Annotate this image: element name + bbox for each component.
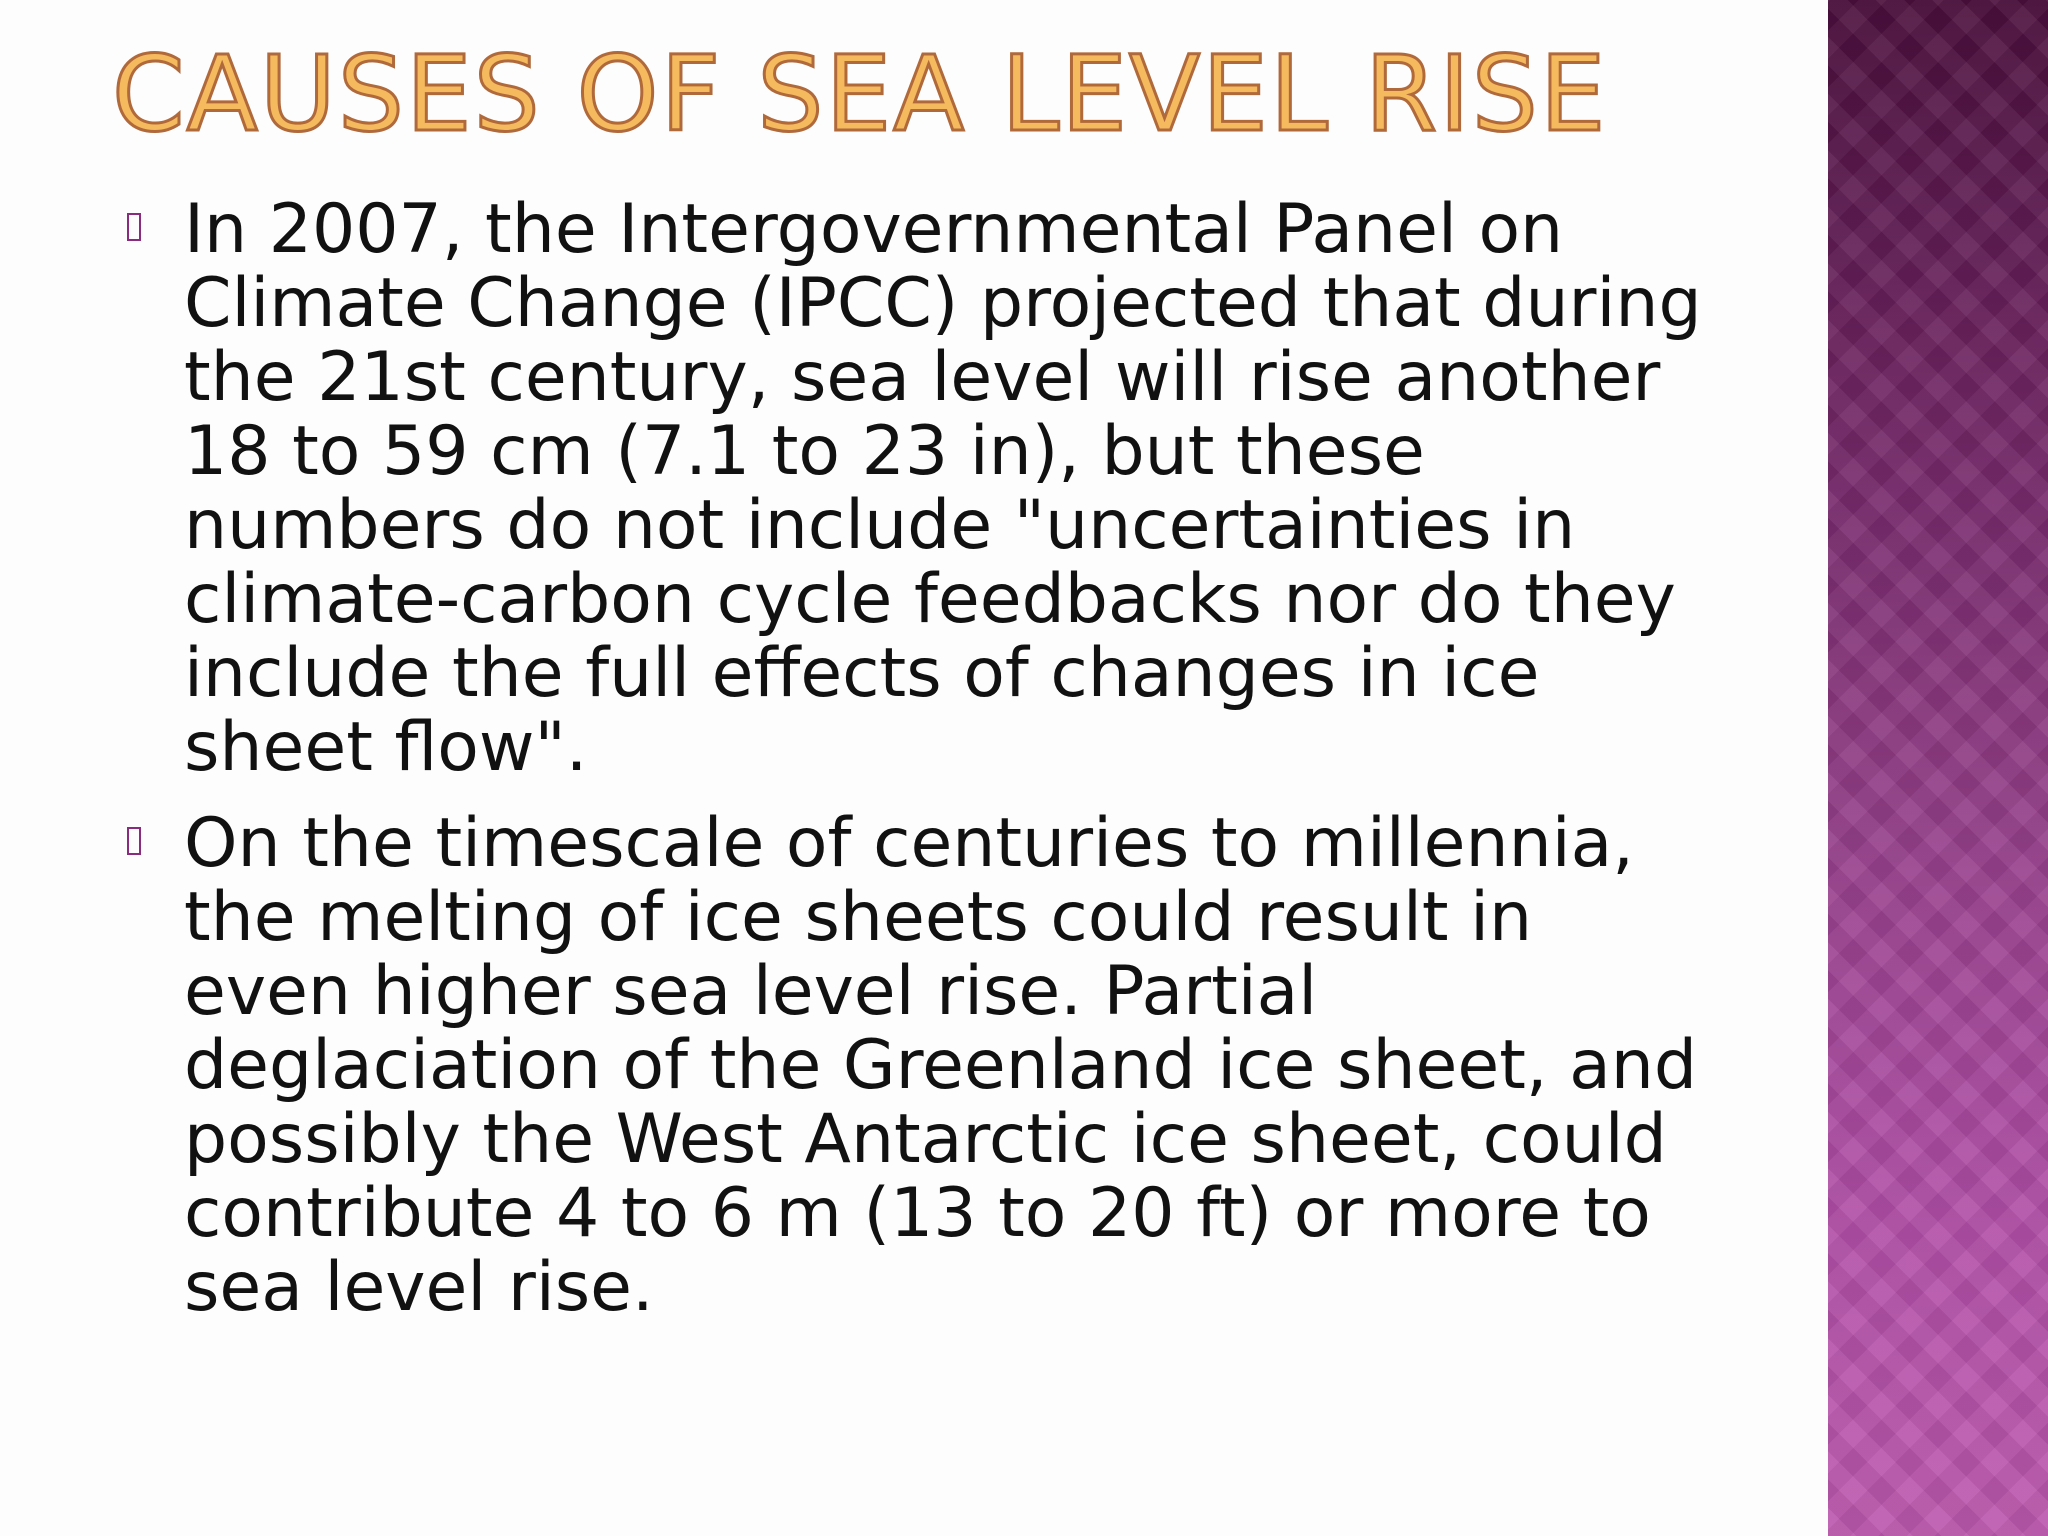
slide-title: Causes of Sea Level Rise (111, 33, 1608, 155)
slide-content-area: Causes of Sea Level Rise In 2007, the In… (110, 33, 1720, 1347)
bullet-item-2: On the timescale of centuries to millenn… (120, 807, 1720, 1325)
bullet-marker-icon (127, 827, 141, 855)
bullet-item-1: In 2007, the Intergovernmental Panel on … (120, 193, 1720, 785)
bullet-text: In 2007, the Intergovernmental Panel on … (184, 190, 1702, 787)
bullet-text: On the timescale of centuries to millenn… (184, 804, 1698, 1327)
decorative-side-panel (1828, 0, 2048, 1536)
bullet-marker-icon (127, 213, 141, 241)
bullet-list: In 2007, the Intergovernmental Panel on … (120, 193, 1720, 1347)
